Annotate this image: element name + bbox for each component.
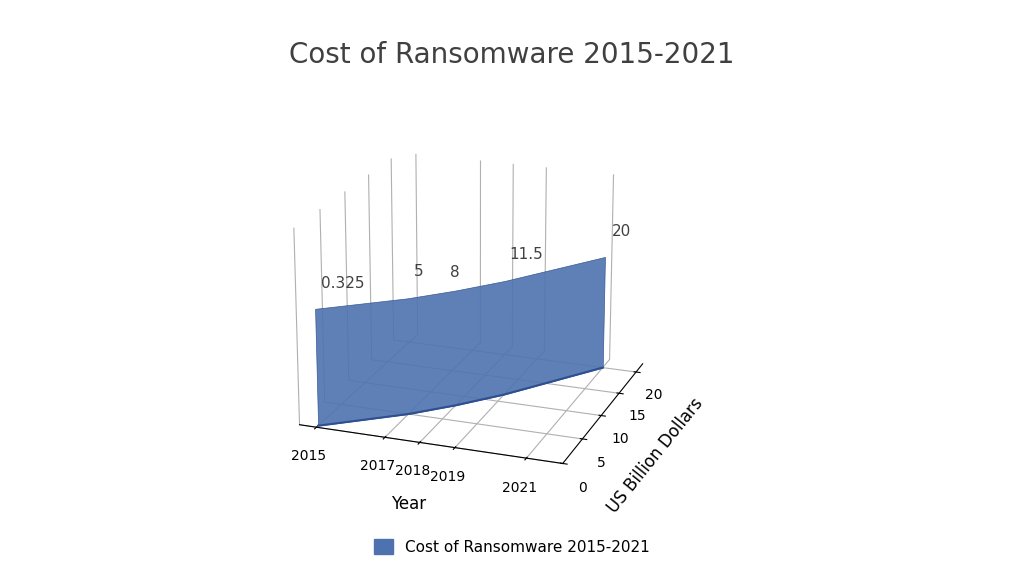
X-axis label: Year: Year [391, 495, 426, 513]
Text: Cost of Ransomware 2015-2021: Cost of Ransomware 2015-2021 [289, 41, 735, 69]
Y-axis label: US Billion Dollars: US Billion Dollars [604, 394, 707, 516]
Legend: Cost of Ransomware 2015-2021: Cost of Ransomware 2015-2021 [369, 533, 655, 561]
